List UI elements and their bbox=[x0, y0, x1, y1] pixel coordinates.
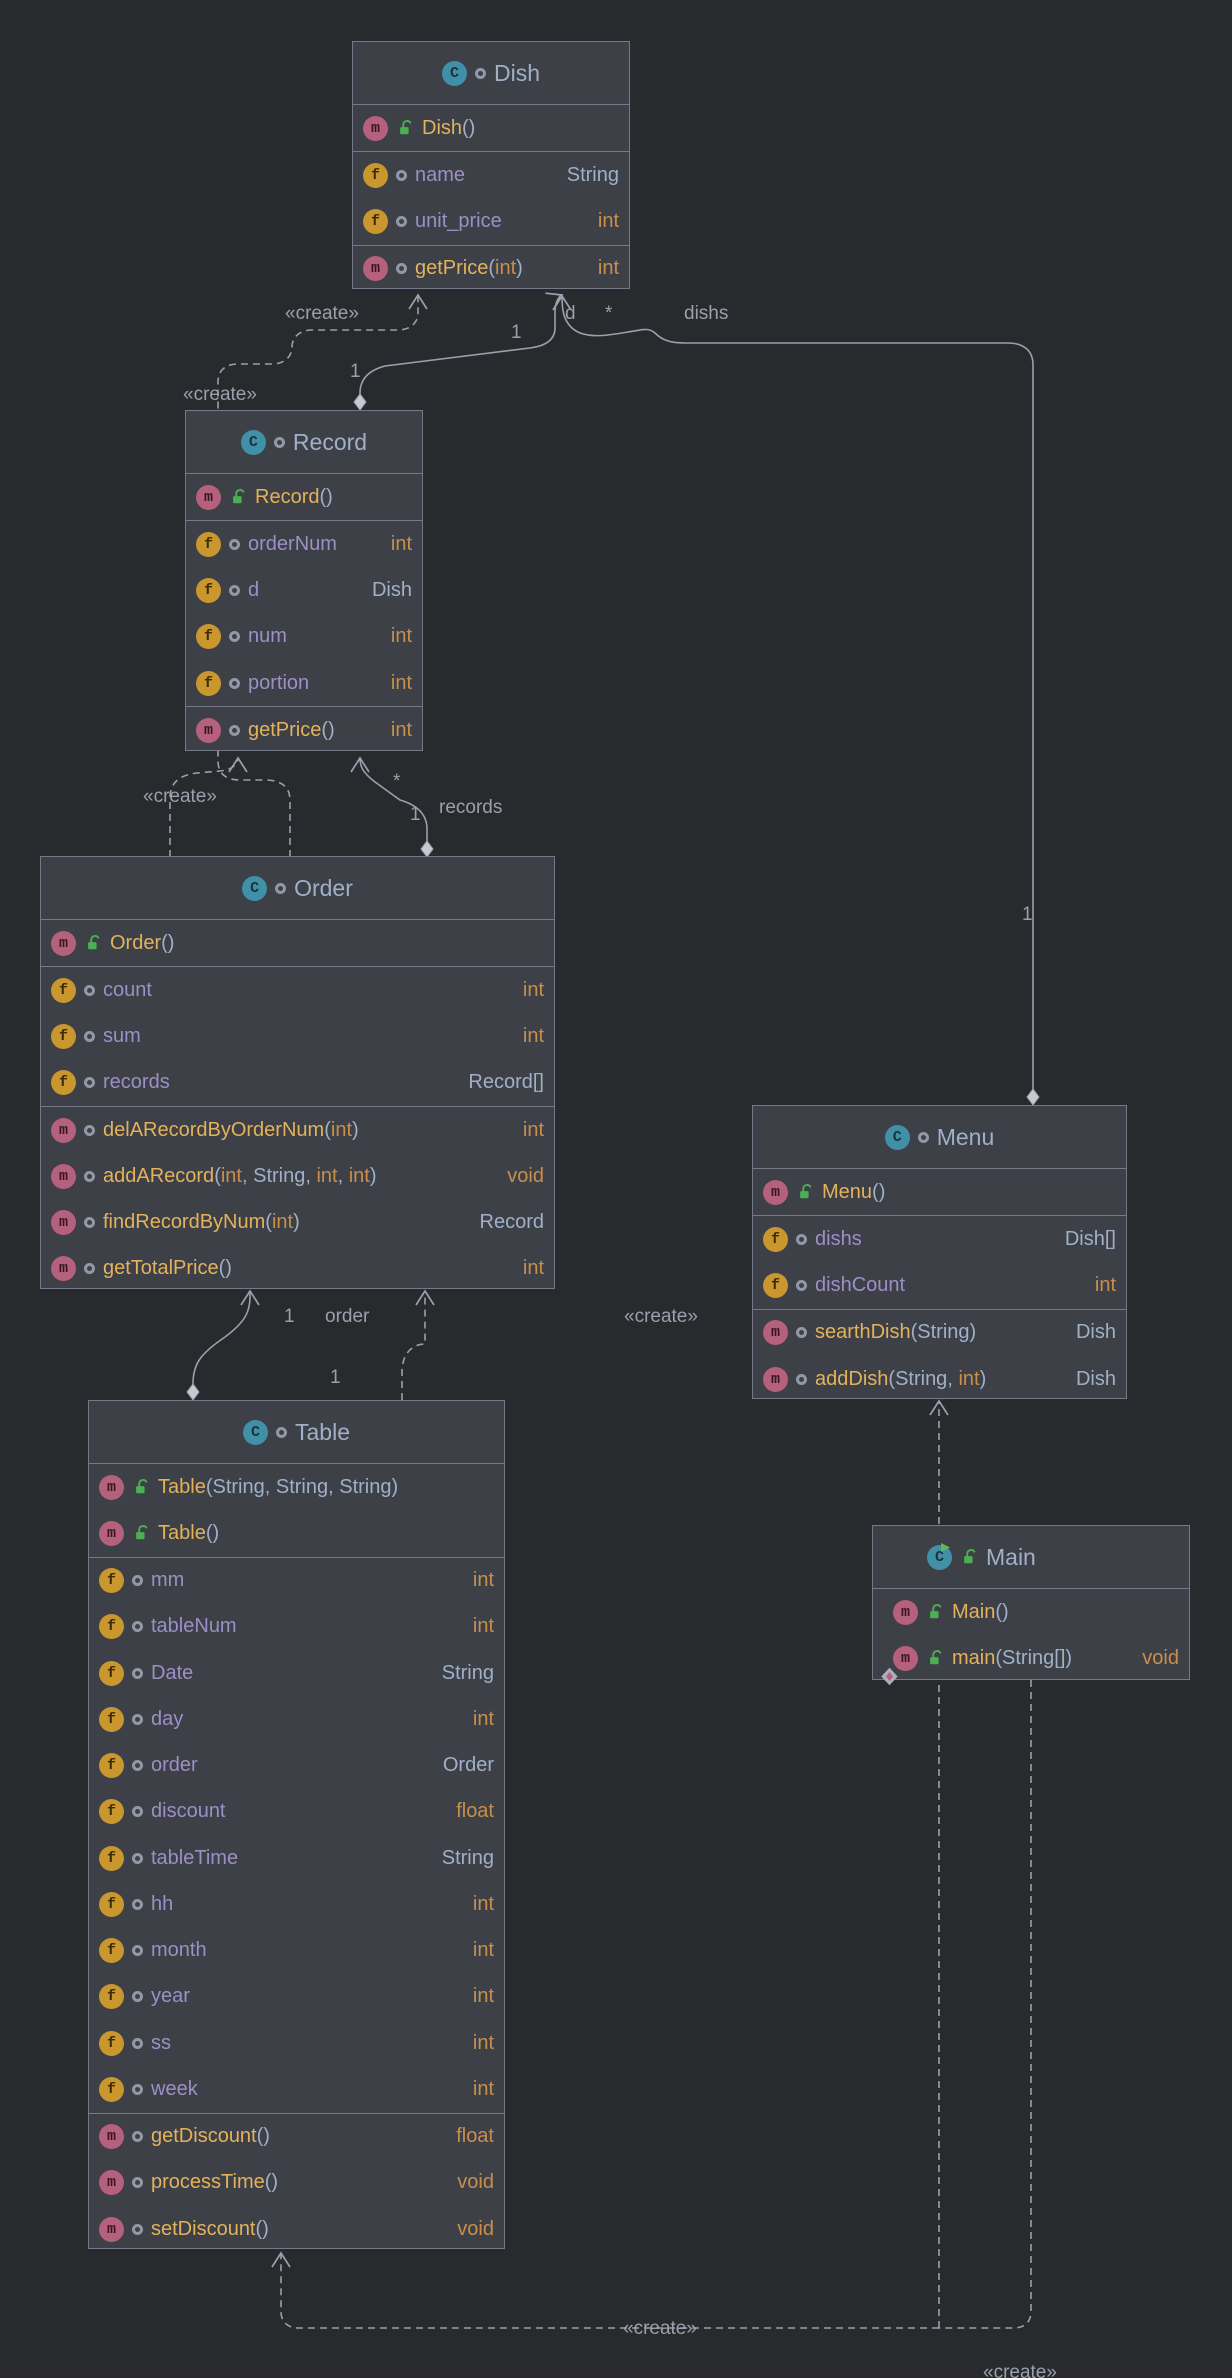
svg-text:1: 1 bbox=[330, 1367, 341, 1388]
svg-text:1: 1 bbox=[350, 361, 361, 382]
svg-text:dishs: dishs bbox=[684, 303, 728, 324]
svg-text:«create»: «create» bbox=[983, 2362, 1057, 2378]
svg-text:*: * bbox=[605, 303, 613, 324]
svg-text:records: records bbox=[439, 797, 502, 818]
svg-text:*: * bbox=[393, 771, 401, 792]
svg-text:«create»: «create» bbox=[285, 303, 359, 324]
svg-text:«create»: «create» bbox=[623, 2318, 697, 2339]
svg-text:d: d bbox=[565, 303, 576, 324]
svg-text:1: 1 bbox=[410, 804, 421, 825]
svg-text:«create»: «create» bbox=[624, 1306, 698, 1327]
svg-text:1: 1 bbox=[1022, 904, 1033, 925]
svg-text:1: 1 bbox=[511, 322, 522, 343]
svg-text:order: order bbox=[325, 1306, 370, 1327]
svg-text:«create»: «create» bbox=[143, 786, 217, 807]
svg-text:1: 1 bbox=[284, 1306, 295, 1327]
svg-text:«create»: «create» bbox=[183, 384, 257, 405]
